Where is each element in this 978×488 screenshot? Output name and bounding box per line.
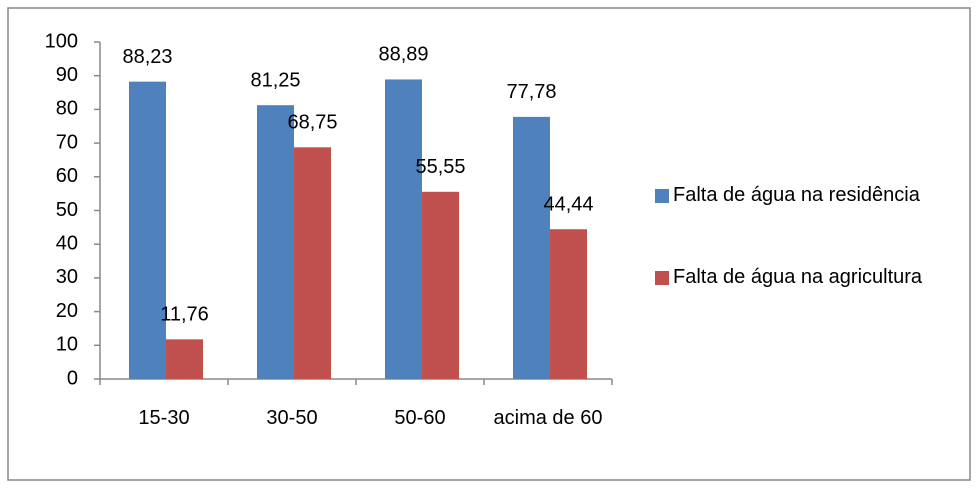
y-tick-label: 10 bbox=[56, 334, 78, 356]
chart-frame bbox=[7, 7, 971, 481]
legend-swatch bbox=[655, 271, 669, 285]
x-tick-label: 15-30 bbox=[138, 407, 190, 429]
y-tick-label: 40 bbox=[56, 232, 78, 254]
legend-label-box: Falta de água na residência bbox=[673, 184, 920, 206]
legend-swatch bbox=[655, 189, 669, 203]
data-label: 68,75 bbox=[287, 112, 337, 134]
data-label: 55,55 bbox=[415, 156, 465, 178]
bar bbox=[422, 191, 459, 379]
y-tick-label: 70 bbox=[56, 131, 78, 153]
data-label: 88,23 bbox=[122, 46, 172, 68]
bar bbox=[385, 79, 422, 379]
x-tick-label-box: acima de 60 bbox=[493, 407, 603, 429]
data-label: 11,76 bbox=[160, 304, 209, 326]
y-tick-label: 100 bbox=[45, 30, 78, 52]
bar bbox=[129, 81, 166, 379]
x-tick-label-box: 30-50 bbox=[266, 407, 318, 429]
y-tick-label: 0 bbox=[67, 367, 78, 389]
legend-label: Falta de água na residência bbox=[673, 184, 920, 206]
x-tick-label: acima de 60 bbox=[493, 407, 603, 429]
legend-label: Falta de água na agricultura bbox=[673, 266, 923, 288]
x-tick-label-box: 15-30 bbox=[138, 407, 190, 429]
x-tick-label: 50-60 bbox=[394, 407, 446, 429]
bar bbox=[257, 105, 294, 379]
data-label: 77,78 bbox=[506, 81, 556, 103]
bar bbox=[294, 147, 331, 379]
bar bbox=[166, 339, 203, 379]
y-tick-label: 90 bbox=[56, 64, 78, 86]
bar bbox=[550, 229, 587, 379]
y-tick-label: 60 bbox=[56, 165, 78, 187]
x-tick-label: 30-50 bbox=[266, 407, 318, 429]
data-label: 44,44 bbox=[543, 194, 593, 216]
data-label: 88,89 bbox=[378, 44, 428, 66]
data-label: 81,25 bbox=[250, 69, 300, 91]
y-tick-label: 50 bbox=[56, 199, 78, 221]
y-tick-label: 20 bbox=[56, 300, 78, 322]
bar bbox=[513, 116, 550, 379]
y-tick-label: 30 bbox=[56, 266, 78, 288]
y-tick-label: 80 bbox=[56, 98, 78, 120]
x-tick-label-box: 50-60 bbox=[394, 407, 446, 429]
legend-label-box: Falta de água na agricultura bbox=[673, 266, 923, 288]
